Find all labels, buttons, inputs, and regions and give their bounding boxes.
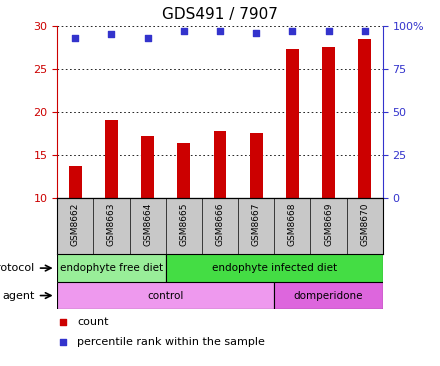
Text: GSM8668: GSM8668 [288, 202, 297, 246]
Text: protocol: protocol [0, 263, 34, 273]
Bar [105, 120, 118, 198]
Title: GDS491 / 7907: GDS491 / 7907 [162, 7, 278, 22]
Text: endophyte infected diet: endophyte infected diet [212, 263, 337, 273]
Text: GSM8662: GSM8662 [71, 202, 80, 246]
Text: GSM8664: GSM8664 [143, 202, 152, 246]
Text: count: count [77, 317, 108, 327]
Point [108, 31, 115, 37]
Text: GSM8669: GSM8669 [324, 202, 333, 246]
Text: percentile rank within the sample: percentile rank within the sample [77, 337, 265, 347]
Point [59, 339, 66, 345]
Bar [69, 166, 82, 198]
Point [180, 28, 187, 34]
Bar [322, 47, 335, 198]
Bar [141, 136, 154, 198]
Bar [359, 38, 371, 198]
Text: GSM8665: GSM8665 [180, 202, 188, 246]
Bar [177, 143, 190, 198]
Bar [274, 282, 383, 309]
Bar [250, 133, 263, 198]
Text: GSM8666: GSM8666 [216, 202, 224, 246]
Point [361, 28, 368, 34]
Point [253, 30, 260, 36]
Text: GSM8663: GSM8663 [107, 202, 116, 246]
Point [144, 35, 151, 41]
Bar [166, 254, 383, 282]
Text: GSM8667: GSM8667 [252, 202, 260, 246]
Point [72, 35, 79, 41]
Text: endophyte free diet: endophyte free diet [60, 263, 163, 273]
Text: domperidone: domperidone [294, 291, 363, 300]
Point [325, 28, 332, 34]
Bar [57, 254, 166, 282]
Bar [57, 282, 274, 309]
Bar [286, 49, 299, 198]
Point [59, 319, 66, 325]
Text: agent: agent [2, 291, 34, 300]
Point [289, 28, 296, 34]
Point [216, 28, 224, 34]
Text: GSM8670: GSM8670 [360, 202, 369, 246]
Bar [214, 131, 226, 198]
Text: control: control [147, 291, 184, 300]
